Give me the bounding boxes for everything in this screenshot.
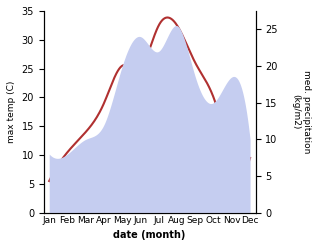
Y-axis label: med. precipitation
(kg/m2): med. precipitation (kg/m2) — [292, 70, 311, 154]
Y-axis label: max temp (C): max temp (C) — [7, 81, 16, 143]
X-axis label: date (month): date (month) — [114, 230, 186, 240]
